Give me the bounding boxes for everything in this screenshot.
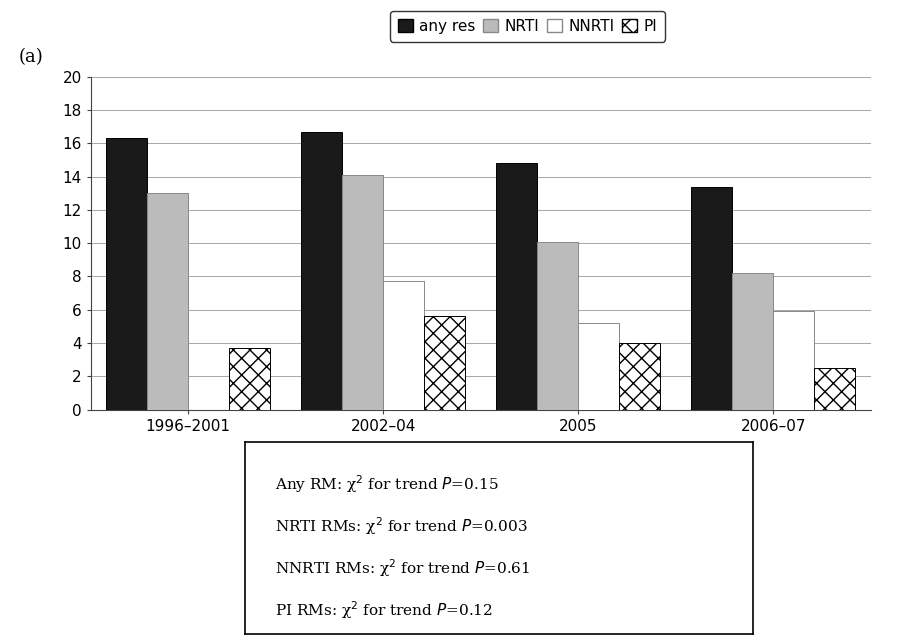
Bar [229, 348, 270, 410]
Text: NNRTI RMs: χ$^{2}$ for trend $\it{P}$=0.61: NNRTI RMs: χ$^{2}$ for trend $\it{P}$=0.… [276, 557, 531, 579]
Text: NRTI RMs: χ$^{2}$ for trend $\it{P}$=0.003: NRTI RMs: χ$^{2}$ for trend $\it{P}$=0.0… [276, 515, 528, 537]
Bar [496, 163, 537, 410]
Bar [424, 316, 465, 410]
Text: Any RM: χ$^{2}$ for trend $\it{P}$=0.15: Any RM: χ$^{2}$ for trend $\it{P}$=0.15 [276, 473, 499, 495]
Bar [342, 175, 383, 410]
Bar [619, 343, 660, 410]
Text: (a): (a) [18, 48, 43, 66]
Text: PI RMs: χ$^{2}$ for trend $\it{P}$=0.12: PI RMs: χ$^{2}$ for trend $\it{P}$=0.12 [276, 600, 493, 621]
Bar [147, 193, 189, 410]
Bar [773, 312, 814, 410]
Bar [106, 138, 147, 410]
Bar [383, 282, 424, 410]
Bar [537, 241, 579, 410]
Bar [732, 273, 773, 410]
Bar [691, 187, 732, 410]
Bar [814, 368, 855, 410]
Legend: any res, NRTI, NNRTI, PI: any res, NRTI, NNRTI, PI [390, 12, 665, 42]
Bar [301, 132, 342, 410]
Bar [578, 323, 619, 410]
